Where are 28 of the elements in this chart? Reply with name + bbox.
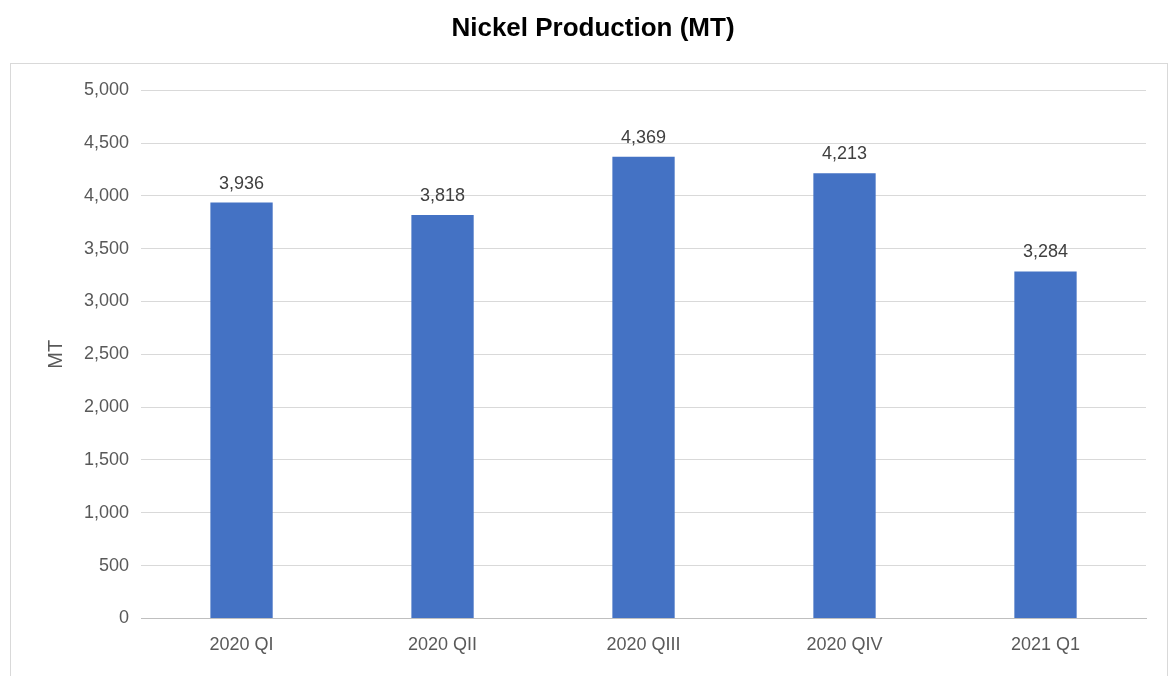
- bar: [210, 202, 273, 618]
- data-label: 4,213: [821, 143, 868, 164]
- data-label: 3,818: [420, 185, 466, 206]
- data-label: 3,284: [1022, 241, 1069, 262]
- y-tick-label: 5,000: [84, 79, 130, 100]
- y-tick-label: 3,500: [84, 237, 130, 258]
- y-tick-label: 4,500: [84, 131, 130, 152]
- y-tick-label: 2,500: [84, 343, 130, 364]
- y-tick-label: 4,000: [84, 184, 130, 205]
- chart-title: Nickel Production (MT): [451, 11, 735, 42]
- y-tick-label: 2,000: [84, 396, 130, 417]
- bar: [813, 173, 876, 618]
- x-tick-label: 2020 QII: [408, 634, 478, 655]
- bar: [612, 156, 675, 618]
- x-tick-label: 2020 QI: [209, 634, 274, 655]
- data-label: 4,369: [621, 126, 667, 147]
- data-label: 3,936: [219, 172, 265, 193]
- y-tick-label: 500: [99, 554, 130, 575]
- x-tick-label: 2020 QIII: [606, 634, 681, 655]
- y-tick-label: 1,000: [84, 501, 130, 522]
- bar: [1014, 271, 1077, 618]
- y-tick-label: 0: [119, 607, 130, 628]
- x-tick-label: 2020 QIV: [806, 634, 883, 655]
- y-axis-title: MT: [43, 339, 66, 369]
- x-tick-label: 2021 Q1: [1010, 634, 1081, 655]
- y-tick-label: 3,000: [84, 290, 130, 311]
- y-tick-label: 1,500: [84, 448, 130, 469]
- bar: [411, 215, 474, 618]
